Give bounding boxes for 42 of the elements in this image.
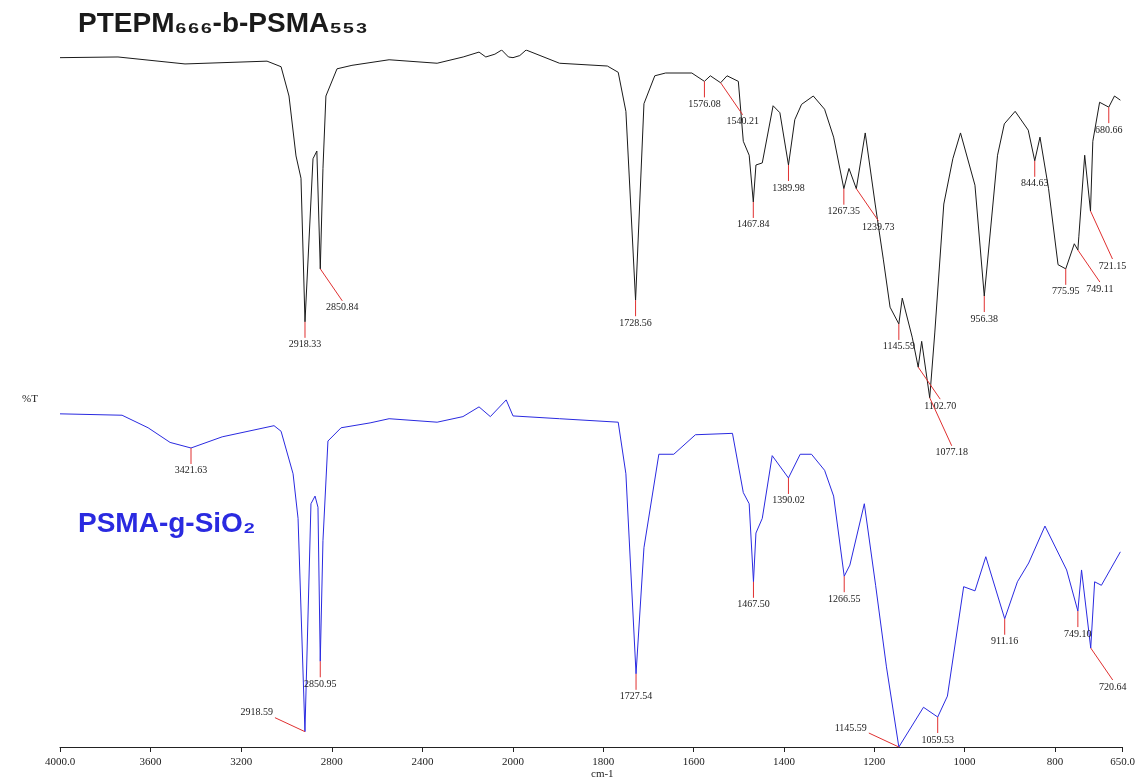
annotation: 844.63	[1020, 177, 1049, 189]
x-tick-label: 1200	[863, 754, 886, 767]
annotation: 720.64	[1098, 680, 1127, 692]
y-axis-title: %T	[22, 392, 39, 404]
x-tick-label: 1000	[953, 754, 977, 767]
series-label: PTEPM₆₆₆-b-PSMA₅₅₃	[78, 6, 368, 38]
annotation: 1267.35	[827, 205, 861, 217]
x-tick-label: 4000.0	[44, 754, 76, 767]
annotation: 956.38	[970, 312, 999, 324]
annotation: 680.66	[1095, 123, 1123, 135]
annotation: 1727.54	[619, 690, 653, 702]
annotation: 1266.55	[827, 592, 861, 604]
annotation: 775.95	[1052, 285, 1080, 297]
x-tick-label: 2400	[411, 754, 434, 767]
annotation: 1145.59	[834, 721, 867, 733]
annotation: 1467.50	[737, 598, 770, 610]
x-axis-title: cm-1	[591, 766, 614, 779]
annotation: 1389.98	[772, 181, 805, 193]
annotation: 2850.84	[326, 301, 359, 313]
annotation: 3421.63	[174, 464, 208, 476]
x-tick-label: 800	[1046, 754, 1064, 767]
annotation: 749.10	[1064, 627, 1092, 639]
x-tick-label: 1600	[682, 754, 706, 767]
annotation: 1077.18	[935, 446, 968, 458]
annotation: 1576.08	[688, 97, 721, 109]
annotation: 1728.56	[619, 316, 652, 328]
x-tick-label: 1400	[772, 754, 796, 767]
annotation: 911.16	[991, 635, 1019, 647]
x-tick-label: 3200	[230, 754, 253, 767]
annotation: 2918.33	[288, 338, 322, 350]
annotation: 1390.02	[772, 494, 805, 506]
annotation: 1467.84	[737, 218, 770, 230]
x-tick-label: 650.0	[1110, 754, 1136, 767]
annotation: 1059.53	[921, 733, 954, 745]
x-tick-label: 2000	[502, 754, 525, 767]
x-tick-label: 1800	[592, 754, 615, 767]
annotation: 749.11	[1086, 282, 1114, 294]
x-tick-label: 2800	[320, 754, 344, 767]
annotation: 721.15	[1098, 259, 1127, 271]
series-label: PSMA-g-SiO₂	[78, 506, 256, 538]
annotation: 2918.59	[240, 706, 273, 718]
x-tick-label: 3600	[139, 754, 163, 767]
